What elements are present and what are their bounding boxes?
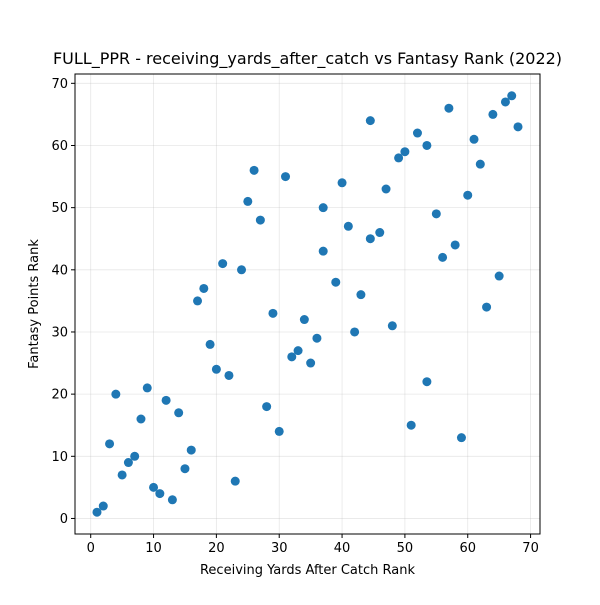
data-point	[205, 339, 215, 349]
y-tick-label: 40	[51, 263, 68, 278]
data-points	[92, 91, 523, 517]
y-tick-label: 60	[51, 139, 68, 154]
data-point	[306, 358, 316, 368]
data-point	[500, 97, 510, 107]
data-point	[237, 265, 247, 275]
data-point	[350, 327, 360, 337]
data-point	[318, 246, 328, 256]
data-point	[331, 277, 341, 287]
data-point	[98, 501, 108, 511]
data-point	[312, 333, 322, 343]
data-point	[155, 489, 165, 499]
data-point	[218, 259, 228, 269]
data-point	[356, 290, 366, 300]
x-tick-label: 30	[271, 541, 288, 556]
data-point	[111, 389, 121, 399]
axis-ticks: 0 10 20 30 40 50 60 70 0 10 20 30 40 50 60 70	[51, 77, 538, 556]
data-point	[281, 172, 291, 182]
x-tick-label: 40	[334, 541, 351, 556]
data-point	[475, 159, 485, 169]
data-point	[211, 364, 221, 374]
data-point	[394, 153, 404, 163]
data-point	[174, 408, 184, 418]
data-point	[92, 507, 102, 517]
chart-title: FULL_PPR - receiving_yards_after_catch v…	[53, 49, 562, 69]
x-tick-label: 0	[87, 541, 95, 556]
y-tick-label: 0	[60, 512, 68, 527]
data-point	[299, 315, 309, 325]
data-point	[161, 395, 171, 405]
data-point	[431, 209, 441, 219]
data-point	[318, 203, 328, 213]
data-point	[268, 308, 278, 318]
data-point	[488, 109, 498, 119]
data-point	[456, 433, 466, 443]
y-tick-label: 10	[51, 450, 68, 465]
data-point	[186, 445, 196, 455]
data-point	[262, 402, 272, 412]
x-axis-label: Receiving Yards After Catch Rank	[200, 563, 415, 578]
data-point	[117, 470, 127, 480]
data-point	[293, 346, 303, 356]
y-tick-label: 30	[51, 325, 68, 340]
data-point	[438, 252, 448, 262]
data-point	[494, 271, 504, 281]
data-point	[400, 147, 410, 157]
data-point	[136, 414, 146, 424]
data-point	[287, 352, 297, 362]
data-point	[274, 426, 284, 436]
data-point	[230, 476, 240, 486]
data-point	[199, 283, 209, 293]
data-point	[180, 464, 190, 474]
data-point	[422, 377, 432, 387]
data-point	[149, 482, 159, 492]
data-point	[450, 240, 460, 250]
x-tick-label: 70	[522, 541, 539, 556]
data-point	[412, 128, 422, 138]
data-point	[343, 221, 353, 231]
data-point	[142, 383, 152, 393]
x-tick-label: 10	[145, 541, 162, 556]
data-point	[469, 134, 479, 144]
data-point	[375, 228, 385, 238]
x-tick-label: 50	[397, 541, 414, 556]
data-point	[105, 439, 115, 449]
y-axis-label: Fantasy Points Rank	[27, 239, 42, 369]
data-point	[387, 321, 397, 331]
data-point	[365, 116, 375, 126]
data-point	[123, 458, 133, 468]
y-tick-label: 70	[51, 77, 68, 92]
plot-area-frame	[74, 73, 541, 535]
data-point	[444, 103, 454, 113]
data-point	[513, 122, 523, 132]
data-point	[507, 91, 517, 101]
data-point	[167, 495, 177, 505]
data-point	[482, 302, 492, 312]
data-point	[255, 215, 265, 225]
y-tick-label: 20	[51, 388, 68, 403]
data-point	[365, 234, 375, 244]
x-tick-label: 60	[459, 541, 476, 556]
data-point	[249, 165, 259, 175]
y-tick-label: 50	[51, 201, 68, 216]
data-point	[381, 184, 391, 194]
data-point	[463, 190, 473, 200]
grid-lines	[75, 74, 540, 534]
data-point	[337, 178, 347, 188]
data-point	[224, 370, 234, 380]
data-point	[130, 451, 140, 461]
data-point	[422, 140, 432, 150]
data-point	[193, 296, 203, 306]
data-point	[243, 196, 253, 206]
data-point	[406, 420, 416, 430]
x-tick-label: 20	[208, 541, 225, 556]
